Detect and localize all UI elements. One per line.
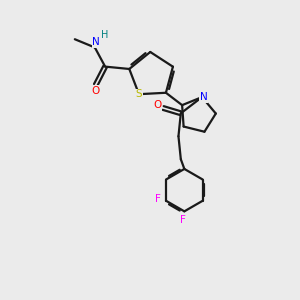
- Text: O: O: [92, 86, 100, 96]
- Text: F: F: [155, 194, 161, 204]
- Text: N: N: [92, 37, 100, 47]
- Text: O: O: [153, 100, 161, 110]
- Text: H: H: [100, 30, 108, 40]
- Text: F: F: [180, 214, 186, 225]
- Text: N: N: [200, 92, 207, 102]
- Text: S: S: [136, 89, 142, 99]
